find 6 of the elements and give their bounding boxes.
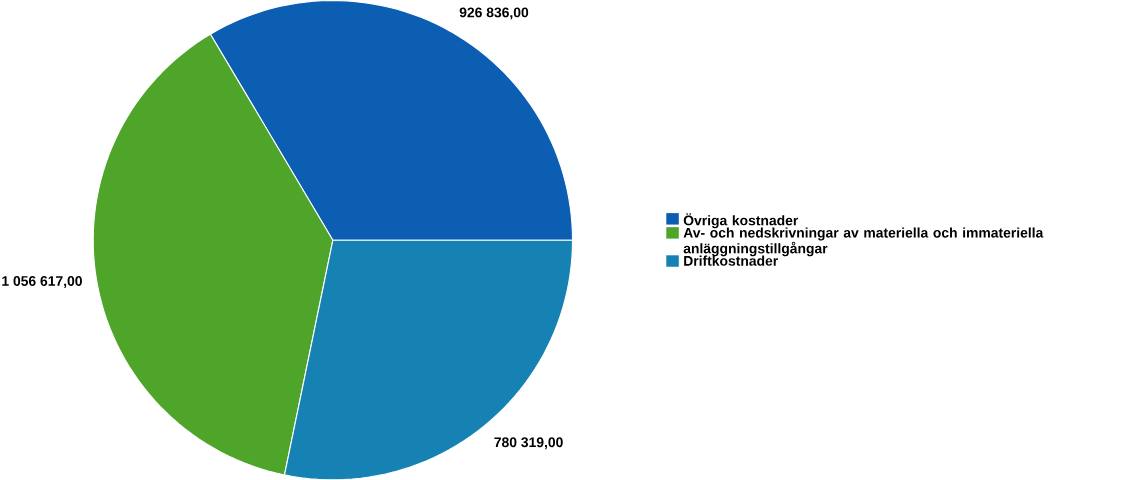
data-label: 1 056 617,00	[2, 275, 82, 288]
data-label: 780 319,00	[494, 437, 563, 449]
legend-label: Övriga kostnader	[683, 213, 799, 228]
legend-label: Driftkostnader	[684, 255, 778, 266]
data-label: 926 836,00	[459, 7, 529, 20]
legend-label: Av- och nedskrivningar av materiella och immateriella anläggningstillgångar	[683, 227, 1044, 257]
